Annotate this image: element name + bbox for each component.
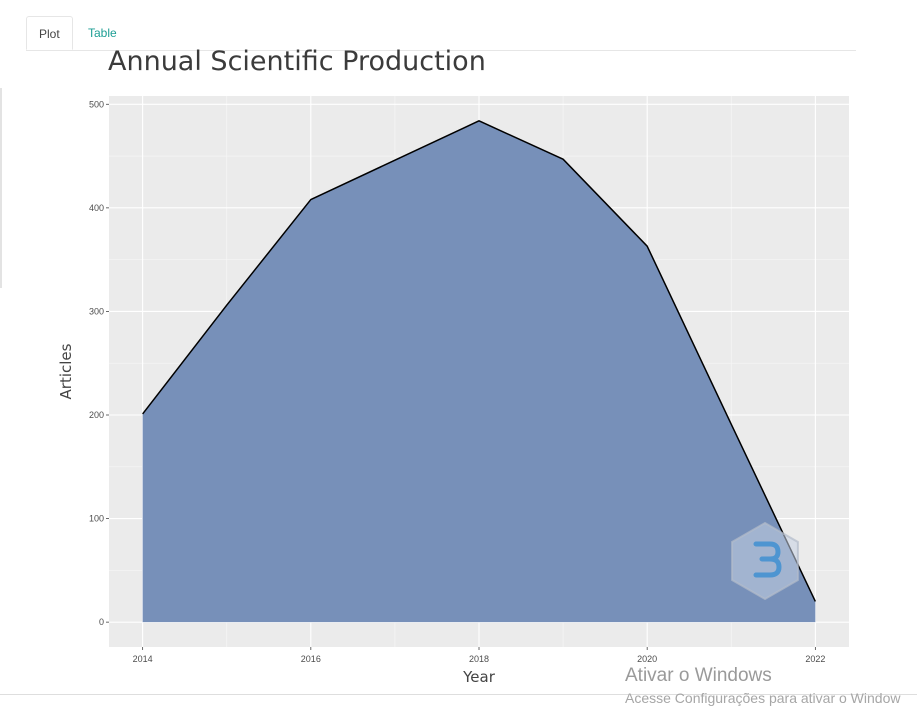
x-tick-label: 2020: [637, 654, 657, 664]
data-point: [562, 158, 564, 160]
x-tick-label: 2022: [805, 654, 825, 664]
bottom-divider: [0, 694, 917, 695]
data-point: [646, 245, 648, 247]
x-tick-label: 2014: [133, 654, 153, 664]
x-tick-label: 2016: [301, 654, 321, 664]
data-point: [814, 600, 816, 602]
y-tick-label: 300: [89, 306, 104, 316]
x-tick-label: 2018: [469, 654, 489, 664]
y-tick-label: 0: [99, 617, 104, 627]
y-tick-label: 400: [89, 203, 104, 213]
tab-plot[interactable]: Plot: [26, 16, 73, 50]
sidebar-edge: [0, 88, 2, 288]
data-point: [310, 198, 312, 200]
chart-title: Annual Scientific Production: [108, 46, 486, 77]
y-tick-label: 200: [89, 410, 104, 420]
windows-activation-title: Ativar o Windows: [625, 665, 772, 686]
tab-bar: Plot Table: [26, 16, 856, 51]
y-tick-label: 100: [89, 514, 104, 524]
data-point: [226, 304, 228, 306]
y-tick-label: 500: [89, 99, 104, 109]
data-point: [478, 120, 480, 122]
logo-mark-icon: [753, 541, 782, 578]
series-line: [142, 120, 817, 602]
windows-activation-message: Acesse Configurações para ativar o Windo…: [625, 690, 901, 706]
data-point: [394, 159, 396, 161]
x-axis-title: Year: [462, 668, 496, 686]
y-axis-title: Articles: [57, 343, 75, 399]
tab-table[interactable]: Table: [88, 26, 117, 40]
data-point: [730, 423, 732, 425]
data-point: [141, 413, 143, 415]
